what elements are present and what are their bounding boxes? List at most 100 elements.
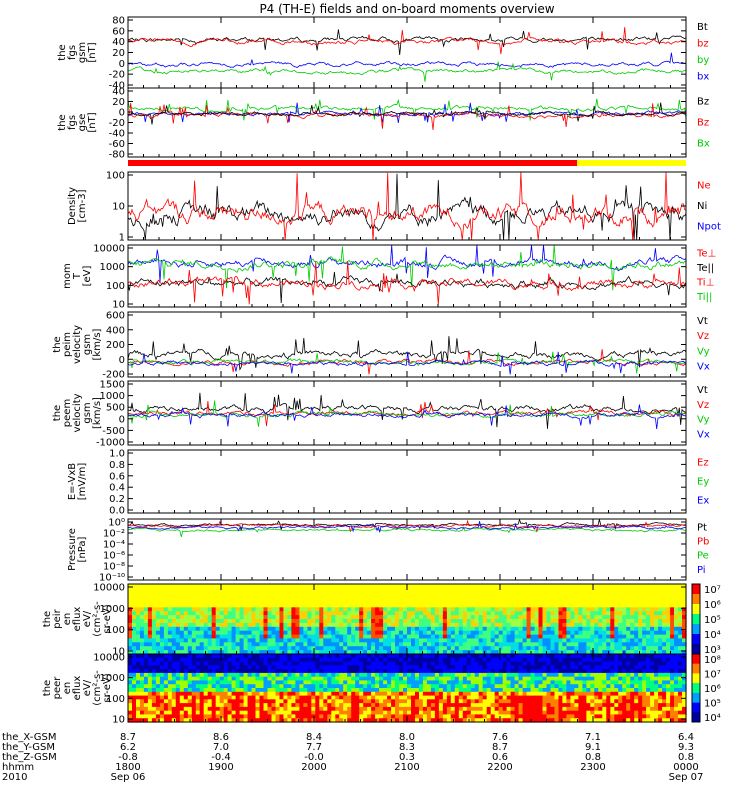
spectrogram-cell bbox=[363, 626, 368, 632]
spectrogram-cell bbox=[299, 657, 304, 663]
spectrogram-cell bbox=[486, 599, 492, 605]
spectrogram-cell bbox=[542, 642, 548, 647]
spectrogram-cell bbox=[622, 584, 627, 589]
spectrogram-cell bbox=[259, 661, 265, 666]
spectrogram-cell bbox=[446, 710, 452, 716]
spectrogram-cell bbox=[359, 650, 364, 655]
spectrogram-cell bbox=[155, 661, 161, 666]
spectrogram-cell bbox=[662, 630, 667, 636]
spectrogram-cell bbox=[327, 684, 332, 689]
spectrogram-cell bbox=[654, 603, 659, 608]
spectrogram-cell bbox=[263, 599, 269, 605]
spectrogram-cell bbox=[140, 622, 145, 628]
spectrogram-cell bbox=[442, 710, 448, 716]
spectrogram-cell bbox=[514, 691, 520, 697]
spectrogram-cell bbox=[291, 599, 296, 605]
spectrogram-cell bbox=[534, 634, 540, 640]
spectrogram-cell bbox=[343, 706, 348, 712]
spectrogram-cell bbox=[466, 669, 472, 674]
series-line bbox=[128, 61, 686, 82]
spectrogram-cell bbox=[383, 630, 388, 636]
spectrogram-cell bbox=[191, 650, 197, 655]
spectrogram-cell bbox=[395, 672, 400, 678]
spectrogram-cell bbox=[391, 718, 396, 723]
spectrogram-cell bbox=[136, 688, 141, 693]
spectrogram-cell bbox=[419, 706, 424, 712]
spectrogram-cell bbox=[283, 657, 288, 663]
spectrogram-cell bbox=[415, 626, 420, 632]
spectrogram-cell bbox=[235, 684, 241, 689]
spectrogram-cell bbox=[486, 634, 492, 640]
spectrogram-cell bbox=[415, 619, 420, 624]
spectrogram-cell bbox=[538, 607, 544, 612]
spectrogram-cell bbox=[403, 672, 408, 678]
spectrogram-cell bbox=[530, 595, 536, 601]
spectrogram-cell bbox=[187, 654, 193, 659]
spectrogram-cell bbox=[454, 710, 460, 716]
spectrogram-cell bbox=[526, 603, 532, 608]
spectrogram-cell bbox=[610, 587, 615, 593]
spectrogram-cell bbox=[606, 615, 611, 620]
spectrogram-cell bbox=[307, 626, 312, 632]
spectrogram-cell bbox=[203, 665, 209, 670]
spectrogram-cell bbox=[498, 591, 504, 597]
spectrogram-cell bbox=[518, 669, 524, 674]
spectrogram-cell bbox=[275, 684, 281, 689]
spectrogram-cell bbox=[371, 654, 376, 659]
spectrogram-cell bbox=[403, 622, 408, 628]
spectrogram-cell bbox=[566, 646, 571, 651]
spectrogram-cell bbox=[514, 706, 520, 712]
spectrogram-cell bbox=[383, 714, 388, 719]
spectrogram-cell bbox=[159, 672, 165, 678]
spectrogram-cell bbox=[299, 650, 304, 655]
spectrogram-cell bbox=[211, 622, 217, 628]
spectrogram-cell bbox=[514, 654, 520, 659]
spectrogram-cell bbox=[255, 706, 261, 712]
spectrogram-cell bbox=[650, 615, 655, 620]
spectrogram-cell bbox=[255, 646, 261, 651]
spectrogram-cell bbox=[638, 622, 643, 628]
spectrogram-cell bbox=[590, 619, 595, 624]
spectrogram-cell bbox=[191, 615, 197, 620]
y-tick-label: 0.8 bbox=[109, 460, 125, 471]
spectrogram-cell bbox=[359, 634, 364, 640]
spectrogram-cell bbox=[335, 691, 340, 697]
spectrogram-cell bbox=[175, 587, 181, 593]
spectrogram-cell bbox=[203, 607, 209, 612]
spectrogram-cell bbox=[132, 646, 137, 651]
spectrogram-cell bbox=[128, 695, 133, 700]
spectrogram-cell bbox=[574, 630, 579, 636]
spectrogram-cell bbox=[674, 603, 679, 608]
spectrogram-cell bbox=[626, 603, 631, 608]
spectrogram-cell bbox=[634, 615, 639, 620]
spectrogram-cell bbox=[426, 607, 432, 612]
spectrogram-cell bbox=[128, 665, 133, 670]
spectrogram-cell bbox=[662, 619, 667, 624]
spectrogram-cell bbox=[255, 714, 261, 719]
spectrogram-cell bbox=[407, 657, 412, 663]
spectrogram-cell bbox=[132, 599, 137, 605]
spectrogram-cell bbox=[199, 669, 205, 674]
spectrogram-cell bbox=[247, 611, 253, 616]
spectrogram-cell bbox=[606, 584, 611, 589]
spectrogram-cell bbox=[590, 622, 595, 628]
spectrogram-cell bbox=[140, 634, 145, 640]
spectrogram-cell bbox=[279, 665, 285, 670]
spectrogram-cell bbox=[219, 650, 225, 655]
spectrogram-cell bbox=[287, 676, 292, 682]
spectrogram-cell bbox=[658, 599, 663, 605]
spectrogram-cell bbox=[395, 669, 400, 674]
spectrogram-cell bbox=[211, 591, 217, 597]
spectrogram-cell bbox=[171, 630, 177, 636]
spectrogram-cell bbox=[538, 603, 544, 608]
spectrogram-cell bbox=[259, 634, 265, 640]
spectrogram-cell bbox=[514, 595, 520, 601]
spectrogram-cell bbox=[670, 622, 675, 628]
spectrogram-cell bbox=[391, 691, 396, 697]
spectrogram-cell bbox=[538, 650, 544, 655]
spectrogram-cell bbox=[383, 650, 388, 655]
spectrogram-cell bbox=[383, 611, 388, 616]
spectrogram-cell bbox=[379, 654, 384, 659]
spectrogram-cell bbox=[299, 646, 304, 651]
spectrogram-cell bbox=[235, 676, 241, 682]
